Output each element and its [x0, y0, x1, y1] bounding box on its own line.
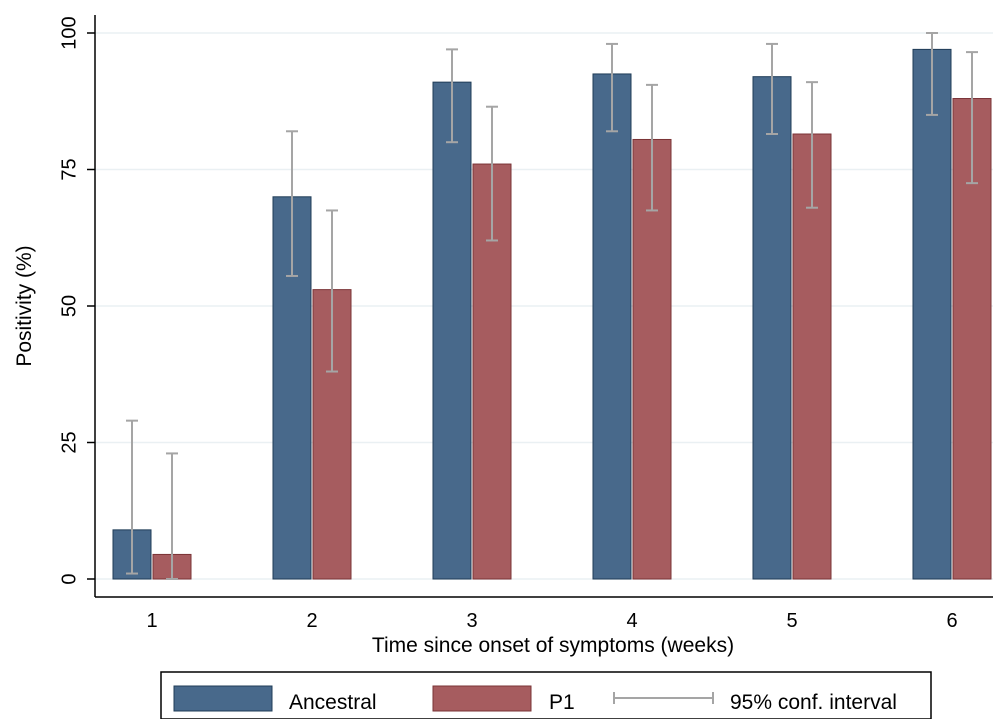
bar-ancestral-2 [272, 196, 312, 580]
gridlines [95, 32, 993, 580]
error-bar-p1-3 [486, 105, 498, 242]
x-tick-label: 3 [466, 610, 477, 632]
y-tick-label: 25 [58, 431, 80, 453]
bars-layer [112, 48, 992, 580]
bar-ancestral-3 [432, 81, 472, 580]
legend-label-ancestral: Ancestral [289, 691, 377, 714]
x-tick-label: 2 [306, 610, 317, 632]
x-tick-label: 4 [626, 610, 637, 632]
error-bar-p1-5 [806, 81, 818, 209]
error-bar-p1-4 [646, 83, 658, 212]
bar-ancestral-4 [592, 73, 632, 580]
error-bar-ancestral-4 [606, 42, 618, 133]
y-tick-label: 50 [58, 295, 80, 317]
y-tick-label: 100 [58, 16, 80, 49]
legend-swatch-ci [613, 692, 714, 704]
y-tick-label: 75 [58, 158, 80, 180]
error-bar-ancestral-6 [926, 32, 938, 116]
legend-label-p1: P1 [549, 691, 575, 714]
error-bars-layer [126, 32, 978, 580]
error-bar-ancestral-2 [286, 130, 298, 277]
x-tick-label: 6 [946, 610, 957, 632]
error-bar-ancestral-5 [766, 42, 778, 136]
legend-box [160, 671, 932, 719]
legend-label-ci: 95% conf. interval [730, 691, 897, 714]
bar-ancestral-6 [912, 48, 952, 580]
error-bar-ancestral-1 [126, 419, 138, 575]
y-tick-label: 0 [58, 573, 80, 584]
error-bar-p1-6 [966, 51, 978, 185]
legend: Ancestral P1 95% conf. interval [160, 671, 932, 719]
x-axis-title: Time since onset of symptoms (weeks) [372, 634, 734, 657]
error-bar-p1-2 [326, 209, 338, 373]
error-bar-ancestral-3 [446, 48, 458, 144]
error-bar-p1-1 [166, 452, 178, 580]
bar-ancestral-5 [752, 76, 792, 580]
tick-labels: 0 25 50 75 100 1 2 3 4 5 6 [58, 16, 957, 632]
y-axis-title: Positivity (%) [13, 245, 36, 366]
x-tick-label: 1 [146, 610, 157, 632]
legend-swatch-ancestral [173, 685, 273, 712]
axes-layer [87, 15, 993, 598]
x-tick-label: 5 [786, 610, 797, 632]
legend-swatch-p1 [432, 685, 532, 712]
